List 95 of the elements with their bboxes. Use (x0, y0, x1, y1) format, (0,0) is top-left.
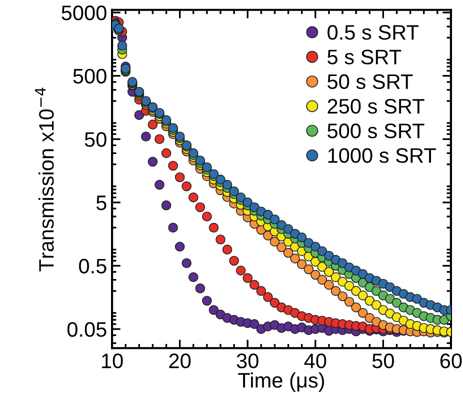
point (324, 266, 334, 277)
point (283, 248, 294, 258)
point (188, 192, 198, 202)
point (263, 292, 273, 302)
point (270, 236, 280, 247)
point (202, 296, 212, 306)
y-tick-label: 5000 (62, 6, 106, 20)
point (195, 283, 206, 294)
point (242, 198, 253, 208)
point (371, 300, 382, 310)
point (148, 156, 158, 167)
point (242, 273, 253, 283)
legend-label: 500 s SRT (328, 124, 424, 138)
point (229, 186, 239, 196)
point (208, 305, 219, 315)
legend-label: 1000 s SRT (328, 148, 436, 163)
point (351, 302, 361, 312)
point (358, 308, 368, 318)
point (202, 162, 212, 172)
point (276, 220, 286, 230)
y-axis-title: Transmission x10$^{−4}$ (34, 88, 54, 272)
point (168, 160, 178, 171)
point (317, 274, 328, 285)
point (324, 280, 334, 290)
point (358, 290, 368, 300)
point (392, 298, 402, 308)
point (249, 319, 260, 329)
point (310, 270, 320, 280)
point (229, 256, 239, 266)
x-tick-label: 20 (169, 354, 191, 368)
point (249, 202, 260, 212)
point (182, 258, 192, 268)
point (263, 210, 273, 220)
point (154, 180, 164, 190)
point (182, 181, 192, 192)
point (270, 298, 280, 308)
point (174, 242, 185, 252)
point (141, 132, 151, 142)
point (276, 242, 286, 252)
legend-label: 50 s SRT (328, 74, 413, 90)
point (249, 280, 260, 290)
y-tick-label: 0.5 (79, 258, 106, 274)
point (134, 110, 144, 120)
point (202, 212, 212, 222)
point (317, 246, 328, 256)
point (371, 286, 382, 296)
point (338, 276, 348, 287)
point (216, 174, 226, 184)
x-tick-label: 30 (236, 354, 258, 368)
point (270, 214, 280, 224)
point (358, 269, 368, 279)
point (283, 224, 294, 234)
y-tick-label: 500 (73, 68, 106, 84)
point (154, 134, 164, 144)
point (296, 259, 307, 270)
legend-label: 5 s SRT (328, 50, 402, 64)
point (296, 232, 307, 242)
point (195, 202, 206, 212)
point (344, 296, 354, 307)
point (344, 281, 354, 291)
point (330, 286, 341, 296)
point (310, 242, 320, 252)
point (188, 272, 198, 282)
point (364, 296, 375, 306)
point (256, 286, 266, 296)
point (338, 258, 348, 268)
point (351, 286, 361, 296)
x-tick-label: 40 (304, 354, 326, 368)
point (236, 192, 246, 202)
x-tick-label: 50 (372, 354, 394, 368)
legend-label: 0.5 s SRT (328, 25, 419, 40)
point (222, 244, 232, 255)
point (148, 120, 158, 130)
x-tick-label: 60 (440, 354, 462, 368)
point (161, 200, 172, 210)
point (236, 266, 246, 276)
x-tick-label: 10 (102, 354, 123, 368)
point (304, 264, 314, 274)
y-tick-label: 0.05 (67, 322, 106, 337)
point (161, 148, 172, 158)
point (195, 156, 206, 166)
y-tick-label: 50 (84, 132, 106, 147)
x-axis-title: Time (μs) (238, 372, 324, 392)
y-tick-label: 5 (96, 196, 106, 210)
point (290, 254, 300, 264)
point (117, 40, 128, 51)
point (324, 250, 334, 261)
point (174, 172, 185, 182)
point (338, 291, 348, 302)
point (222, 180, 232, 190)
point (216, 234, 226, 244)
point (330, 272, 341, 282)
legend-label: 250 s SRT (328, 98, 424, 114)
point (208, 222, 219, 233)
point (168, 222, 178, 233)
